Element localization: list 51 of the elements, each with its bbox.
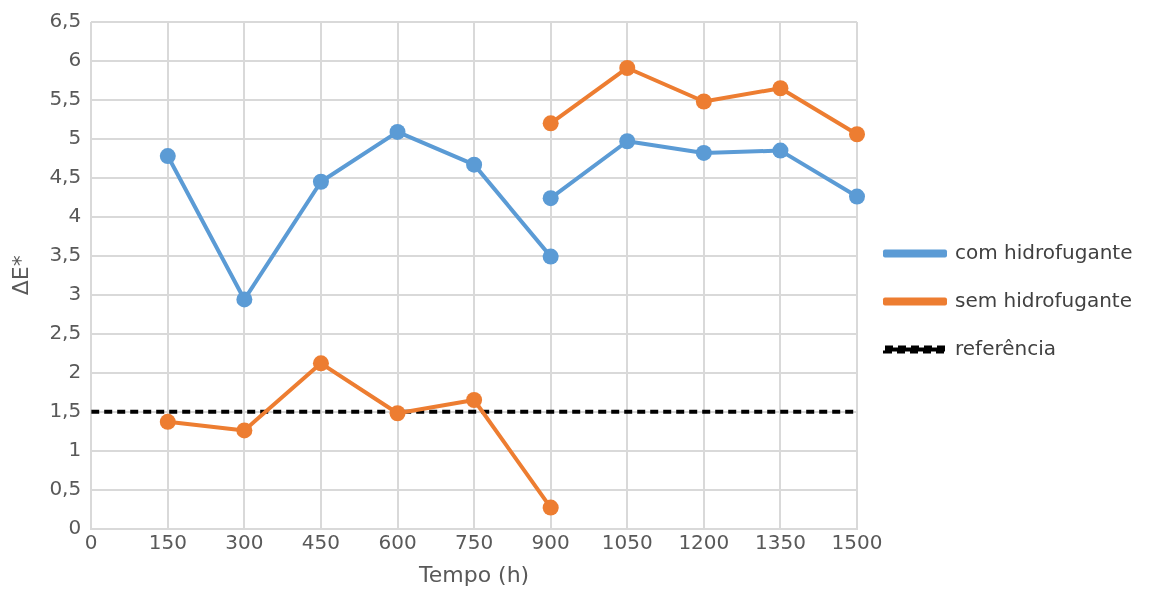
y-tick-label: 1,5 — [49, 397, 82, 422]
point — [542, 499, 559, 516]
point — [236, 422, 253, 439]
x-tick-label: 900 — [531, 529, 570, 554]
y-tick-label: 5,5 — [49, 86, 82, 111]
point — [236, 291, 253, 308]
y-tick-label: 4 — [68, 203, 82, 228]
point — [619, 133, 636, 150]
point — [466, 156, 483, 173]
y-tick-label: 6,5 — [49, 8, 82, 33]
y-tick-label: 5 — [68, 125, 82, 150]
x-tick-label: 1350 — [754, 529, 806, 554]
legend-label: com hidrofugante — [955, 239, 1133, 264]
point — [159, 413, 176, 430]
x-tick-label: 600 — [378, 529, 417, 554]
x-tick-label: 150 — [148, 529, 187, 554]
x-tick-label: 0 — [84, 529, 98, 554]
y-tick-label: 0,5 — [49, 475, 82, 500]
y-tick-label: 2,5 — [49, 319, 82, 344]
y-tick-label: 3 — [68, 280, 82, 305]
point — [849, 126, 865, 143]
y-tick-label: 4,5 — [49, 164, 82, 189]
point — [466, 392, 483, 408]
y-axis-title: ΔE* — [7, 255, 33, 296]
legend-label: sem hidrofugante — [955, 287, 1133, 312]
point — [772, 80, 789, 97]
point — [312, 355, 329, 372]
y-tick-label: 6 — [68, 47, 82, 72]
x-tick-label: 1050 — [601, 529, 653, 554]
x-tick-label: 1500 — [831, 529, 883, 554]
point — [389, 405, 406, 422]
x-tick-label: 1200 — [678, 529, 730, 554]
y-tick-label: 3,5 — [49, 242, 82, 267]
x-tick-label: 300 — [225, 529, 264, 554]
x-axis-title: Tempo (h) — [418, 561, 530, 587]
point — [695, 93, 712, 110]
point — [849, 188, 865, 205]
point — [542, 248, 559, 265]
point — [542, 115, 559, 132]
point — [542, 190, 559, 207]
point — [619, 59, 636, 76]
y-tick-label: 1 — [68, 436, 82, 461]
y-tick-label: 2 — [68, 358, 82, 383]
x-tick-label: 750 — [455, 529, 494, 554]
legend-label: referência — [955, 335, 1057, 360]
point — [389, 123, 406, 140]
point — [312, 173, 329, 190]
point — [695, 144, 712, 161]
x-tick-label: 450 — [301, 529, 341, 554]
point — [772, 142, 789, 159]
point — [159, 148, 176, 165]
